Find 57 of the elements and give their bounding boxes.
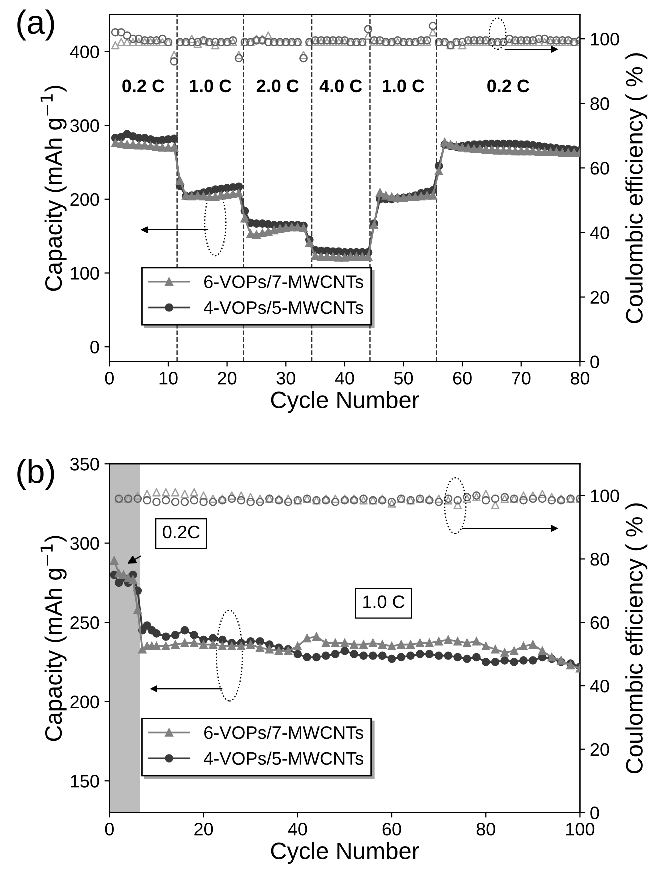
y2-tick-label: 60 <box>590 616 610 630</box>
y2-tick-label: 20 <box>590 291 610 304</box>
chart-title: (a) <box>18 10 54 41</box>
y2-tick-label: 0 <box>590 806 600 820</box>
y-tick-label: 300 <box>70 120 100 132</box>
legend-label: 4-VOPs/5-MWCNTs <box>204 752 364 766</box>
y-tick-label: 150 <box>71 775 100 788</box>
y-tick-label: 200 <box>70 696 100 709</box>
legend-label: 6-VOPs/7-MWCNTs <box>204 275 364 288</box>
y-tick-label: 250 <box>70 616 100 630</box>
annotation: 1.0 C <box>364 596 405 608</box>
annotation: 0.2 C <box>122 80 165 93</box>
y2-tick-label: 80 <box>590 98 610 110</box>
y-tick-label: 400 <box>70 46 100 58</box>
annotation: 0.2C <box>163 526 200 539</box>
x-tick-label: 60 <box>382 823 402 836</box>
y-tick-label: 100 <box>71 267 100 280</box>
y2-tick-label: 80 <box>590 553 610 566</box>
legend-label: 6-VOPs/7-MWCNTs <box>204 726 364 740</box>
y2-tick-label: 40 <box>590 226 610 240</box>
annotation: 4.0 C <box>320 80 362 93</box>
x-tick-label: 80 <box>570 372 590 385</box>
y-axis-title: Capacity (mAh g$^{−1}$) <box>40 536 67 742</box>
annotation: 1.0 C <box>190 80 232 93</box>
y2-tick-label: 60 <box>590 162 610 175</box>
y2-axis-title: Coulombic efficiency ( % ) <box>626 504 648 774</box>
x-tick-label: 40 <box>288 823 308 836</box>
chart-title: (b) <box>18 459 54 490</box>
annotation: 2.0 C <box>256 80 299 93</box>
x-tick-label: 80 <box>476 823 496 836</box>
x-tick-label: 30 <box>276 372 296 385</box>
y2-axis-title: Coulombic efficiency ( % ) <box>626 54 648 324</box>
y2-tick-label: 0 <box>590 356 600 369</box>
annotation: 1.0 C <box>383 80 425 93</box>
x-tick-label: 70 <box>512 372 531 385</box>
y2-tick-label: 20 <box>590 743 610 756</box>
x-tick-label: 0 <box>105 823 114 836</box>
x-tick-label: 0 <box>105 372 114 385</box>
y-axis-title: Capacity (mAh g$^{−1}$) <box>40 86 67 292</box>
x-tick-label: 20 <box>194 823 214 836</box>
y2-tick-label: 100 <box>591 33 620 46</box>
y2-tick-label: 40 <box>590 680 610 693</box>
y-tick-label: 350 <box>70 458 100 471</box>
x-axis-title: Cycle Number <box>271 391 420 414</box>
legend-label: 4-VOPs/5-MWCNTs <box>204 300 364 314</box>
x-tick-label: 100 <box>566 823 595 836</box>
x-tick-label: 60 <box>453 372 472 385</box>
y2-tick-label: 100 <box>591 490 620 503</box>
x-axis-title: Cycle Number <box>271 842 420 864</box>
annotation: 0.2 C <box>488 80 530 93</box>
x-tick-label: 40 <box>335 372 354 385</box>
x-tick-label: 10 <box>160 372 178 385</box>
y-tick-label: 300 <box>70 537 100 550</box>
x-tick-label: 20 <box>218 372 237 385</box>
x-tick-label: 50 <box>394 372 414 385</box>
y-tick-label: 0 <box>90 341 100 354</box>
y-tick-label: 200 <box>70 193 100 206</box>
